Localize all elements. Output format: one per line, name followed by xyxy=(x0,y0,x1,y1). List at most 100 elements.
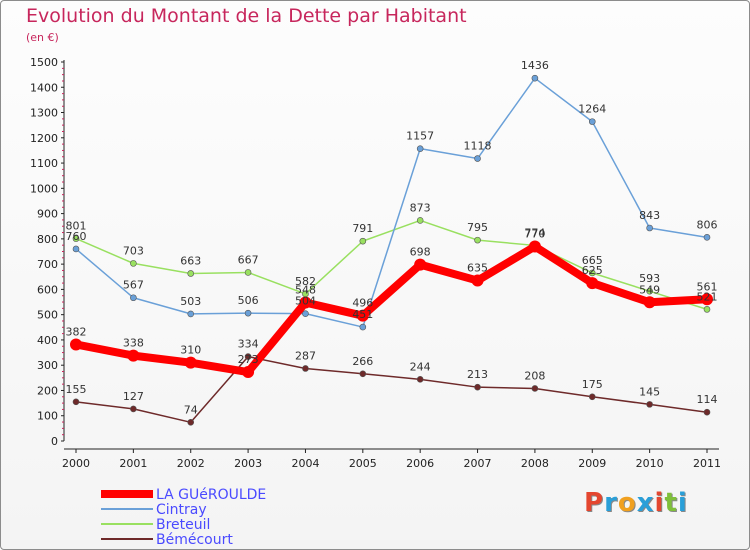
data-label-breteuil: 795 xyxy=(467,221,488,234)
data-point-bemecourt xyxy=(703,408,711,416)
data-label-breteuil: 667 xyxy=(238,253,259,266)
data-point-cintray xyxy=(244,309,252,317)
data-label-breteuil: 665 xyxy=(582,254,603,267)
series-line-bemecourt xyxy=(75,355,708,424)
data-label-bemecourt: 145 xyxy=(639,385,660,398)
data-point-bemecourt xyxy=(588,393,596,401)
legend-label-bemecourt: Bémécourt xyxy=(156,532,233,548)
data-point-bemecourt xyxy=(72,398,80,406)
y-tick-label: 0 xyxy=(51,435,58,448)
data-point-la-gueroulde xyxy=(528,240,541,253)
data-label-breteuil: 801 xyxy=(66,220,87,233)
series-line-la-gueroulde xyxy=(72,242,711,377)
data-point-la-gueroulde xyxy=(356,309,369,322)
data-label-bemecourt: 114 xyxy=(697,393,718,406)
series-line-breteuil xyxy=(75,219,708,311)
logo-letter: r xyxy=(604,488,618,518)
data-label-cintray: 503 xyxy=(180,295,201,308)
y-tick-label: 600 xyxy=(37,283,58,296)
logo-letter: t xyxy=(664,488,678,518)
data-point-cintray xyxy=(474,155,481,162)
y-tick-label: 200 xyxy=(37,384,58,397)
data-point-breteuil xyxy=(416,217,424,224)
data-point-cintray xyxy=(588,118,596,125)
y-tick-label: 1000 xyxy=(30,182,58,195)
x-tick-label: 2006 xyxy=(406,457,434,470)
chart-unit: (en €) xyxy=(26,31,59,44)
data-label-bemecourt: 175 xyxy=(582,378,603,391)
data-label-la-gueroulde: 548 xyxy=(295,284,316,297)
x-tick-label: 2011 xyxy=(693,457,721,470)
data-point-breteuil xyxy=(244,269,252,276)
x-tick-label: 2007 xyxy=(464,457,492,470)
data-label-bemecourt: 74 xyxy=(184,403,198,416)
data-point-bemecourt xyxy=(531,385,539,392)
data-label-bemecourt: 287 xyxy=(295,349,316,362)
data-label-la-gueroulde: 496 xyxy=(352,297,373,310)
data-point-la-gueroulde xyxy=(471,274,484,287)
data-label-breteuil: 774 xyxy=(524,226,545,239)
data-label-la-gueroulde: 310 xyxy=(180,344,201,357)
x-tick-label: 2009 xyxy=(578,457,606,470)
data-label-cintray: 506 xyxy=(238,294,259,307)
y-tick-label: 300 xyxy=(37,359,58,372)
data-label-breteuil: 521 xyxy=(697,290,718,303)
data-label-breteuil: 703 xyxy=(123,244,144,257)
y-tick-label: 800 xyxy=(37,233,58,246)
data-label-bemecourt: 266 xyxy=(352,355,373,368)
data-point-breteuil xyxy=(72,235,80,242)
data-point-bemecourt xyxy=(244,353,252,360)
data-label-bemecourt: 244 xyxy=(410,360,431,373)
legend-label-cintray: Cintray xyxy=(156,502,207,518)
data-point-bemecourt xyxy=(187,419,195,426)
data-point-la-gueroulde xyxy=(586,277,599,290)
data-point-cintray xyxy=(302,310,309,317)
data-point-bemecourt xyxy=(130,405,137,413)
y-tick-label: 700 xyxy=(37,258,58,271)
data-point-breteuil xyxy=(187,270,195,277)
data-point-cintray xyxy=(416,145,424,152)
data-label-bemecourt: 155 xyxy=(66,383,87,396)
data-point-la-gueroulde xyxy=(299,296,312,309)
data-point-bemecourt xyxy=(474,383,481,391)
x-tick-label: 2005 xyxy=(349,457,377,470)
data-point-cintray xyxy=(703,234,711,241)
y-tick-label: 400 xyxy=(37,334,58,347)
data-point-bemecourt xyxy=(646,401,653,408)
logo-letter: o xyxy=(617,488,637,518)
data-label-la-gueroulde: 549 xyxy=(639,283,660,296)
data-label-la-gueroulde: 338 xyxy=(123,337,144,350)
logo-letter: i xyxy=(654,488,665,518)
data-label-cintray: 760 xyxy=(66,230,87,243)
data-point-breteuil xyxy=(588,269,596,277)
data-label-cintray: 451 xyxy=(352,308,373,321)
data-point-bemecourt xyxy=(359,370,367,378)
data-label-la-gueroulde: 770 xyxy=(524,227,545,240)
proxiti-logo: Proxiti xyxy=(584,488,688,518)
x-tick-label: 2008 xyxy=(521,457,549,470)
data-label-breteuil: 663 xyxy=(180,254,201,267)
data-label-cintray: 1264 xyxy=(578,103,606,116)
data-point-bemecourt xyxy=(302,365,309,372)
data-point-la-gueroulde xyxy=(643,296,656,309)
data-point-cintray xyxy=(531,74,539,82)
data-point-breteuil xyxy=(130,260,137,267)
legend-label-breteuil: Breteuil xyxy=(156,517,210,533)
chart-title: Evolution du Montant de la Dette par Hab… xyxy=(26,5,467,27)
data-label-cintray: 843 xyxy=(639,209,660,222)
y-tick-label: 1500 xyxy=(30,56,58,69)
legend-label-la-gueroulde: LA GUéROULDE xyxy=(156,487,266,503)
data-point-breteuil xyxy=(703,306,711,313)
data-point-cintray xyxy=(646,224,653,232)
data-point-bemecourt xyxy=(416,376,424,383)
data-label-bemecourt: 334 xyxy=(238,338,259,351)
data-point-cintray xyxy=(187,310,195,318)
data-point-la-gueroulde xyxy=(242,366,255,379)
data-point-la-gueroulde xyxy=(70,338,82,351)
data-point-cintray xyxy=(359,323,367,331)
data-label-cintray: 806 xyxy=(697,218,718,231)
data-point-la-gueroulde xyxy=(701,293,713,306)
data-point-la-gueroulde xyxy=(414,258,427,271)
data-label-breteuil: 582 xyxy=(295,275,316,288)
